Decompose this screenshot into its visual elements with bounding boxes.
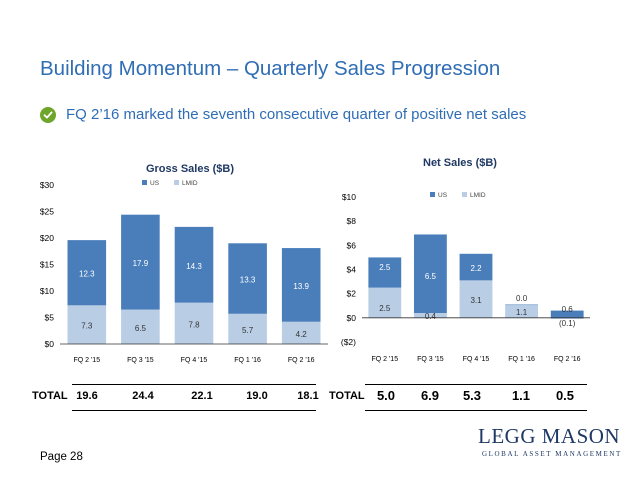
net-label-us: 0.0 — [516, 294, 528, 303]
net-bar-lmid — [550, 317, 584, 320]
gross-ytick-label: $15 — [40, 260, 54, 270]
net-totals-divider — [365, 384, 587, 385]
net-total-value: 6.9 — [420, 388, 440, 403]
gross-label-us: 17.9 — [133, 259, 149, 268]
bullet-point: FQ 2’16 marked the seventh consecutive q… — [40, 106, 526, 123]
gross-label-us: 13.3 — [240, 276, 256, 285]
gross-ytick-label: $5 — [45, 313, 55, 323]
net-bar-us — [459, 253, 493, 281]
page-title: Building Momentum – Quarterly Sales Prog… — [40, 57, 501, 80]
gross-bar-lmid — [281, 321, 321, 344]
gross-label-lmid: 7.3 — [81, 322, 93, 331]
gross-ytick-label: $10 — [40, 286, 54, 296]
gross-label-lmid: 6.5 — [135, 324, 147, 333]
gross-bar-us — [121, 214, 160, 310]
gross-label-us: 13.9 — [293, 282, 309, 291]
net-category-label: FQ 1 '16 — [508, 356, 535, 363]
net-total-value: 5.3 — [462, 388, 482, 403]
gross-legend-us: US — [150, 180, 160, 187]
net-ytick-label: $10 — [342, 192, 356, 202]
gross-bar-lmid — [228, 313, 267, 344]
gross-totals-underline — [72, 410, 316, 411]
gross-ytick-label: $0 — [45, 339, 55, 349]
gross-bar-us — [281, 248, 321, 322]
net-label-us: 6.5 — [425, 272, 437, 281]
gross-category-label: FQ 2 '15 — [73, 357, 100, 364]
net-legend-swatch-lmid — [462, 192, 467, 197]
logo-subtitle: GLOBAL ASSET MANAGEMENT — [482, 450, 622, 458]
gross-total-value: 19.6 — [76, 390, 98, 402]
gross-label-lmid: 4.2 — [296, 330, 308, 339]
net-legend-swatch-us — [430, 192, 435, 197]
gross-legend-swatch-lmid — [174, 180, 179, 185]
gross-ytick-label: $30 — [40, 180, 54, 190]
gross-bar-lmid — [174, 302, 214, 344]
net-bar-us — [550, 310, 584, 318]
page-number: Page 28 — [40, 451, 83, 463]
net-label-us: 0.6 — [562, 305, 574, 314]
net-legend-us: US — [438, 192, 448, 199]
net-totals-underline — [365, 410, 587, 411]
net-label-lmid: 2.5 — [379, 304, 391, 313]
net-category-label: FQ 2 '15 — [371, 356, 398, 363]
net-bar-us — [505, 304, 539, 306]
gross-label-lmid: 7.8 — [188, 320, 200, 329]
net-legend-lmid: LMID — [470, 192, 486, 199]
gross-category-label: FQ 2 '16 — [288, 357, 315, 364]
net-label-lmid: 3.1 — [470, 296, 482, 305]
net-totals-label: TOTAL — [329, 390, 365, 402]
net-category-label: FQ 4 '15 — [463, 356, 490, 363]
gross-label-us: 12.3 — [79, 270, 95, 279]
net-label-us: 2.5 — [379, 263, 391, 272]
net-sales-chart: ($2) $0 $2 $4 $6 $8 $10 US LMID 2.5 2.5 FQ 2 '15 0.4… — [341, 192, 590, 363]
gross-category-label: FQ 1 '16 — [234, 357, 261, 364]
gross-sales-chart: $0 $5 $10 $15 $20 $25 $30 US LMID 7.3 12.3 FQ 2 '15… — [40, 180, 328, 364]
net-label-lmid: 1.1 — [516, 308, 528, 317]
gross-chart-title: Gross Sales ($B) — [145, 163, 235, 175]
gross-total-value: 24.4 — [132, 390, 154, 402]
net-ytick-label: ($2) — [341, 337, 356, 347]
net-bar-lmid — [413, 313, 447, 318]
gross-legend-lmid: LMID — [182, 180, 198, 187]
gross-bar-lmid — [121, 309, 160, 344]
gross-category-label: FQ 3 '15 — [127, 357, 154, 364]
net-bar-us — [413, 234, 447, 313]
gross-totals-divider — [72, 384, 316, 385]
net-total-value: 1.1 — [511, 388, 531, 403]
gross-total-value: 22.1 — [191, 390, 213, 402]
legg-mason-logo: LEGG MASON — [478, 424, 621, 448]
checkmark-icon — [40, 106, 56, 123]
gross-ytick-label: $25 — [40, 207, 54, 217]
net-ytick-label: $2 — [347, 289, 357, 299]
net-ytick-label: $0 — [347, 313, 357, 323]
gross-bar-us — [174, 226, 214, 303]
gross-bar-us — [67, 240, 107, 306]
net-ytick-label: $8 — [347, 216, 357, 226]
net-label-us: 2.2 — [470, 264, 482, 273]
net-total-value: 5.0 — [376, 388, 396, 403]
bullet-text: FQ 2’16 marked the seventh consecutive q… — [66, 106, 527, 123]
gross-total-value: 19.0 — [246, 390, 268, 402]
net-label-lmid: 0.4 — [425, 312, 437, 321]
net-bar-lmid — [505, 304, 539, 318]
net-category-label: FQ 3 '15 — [417, 356, 444, 363]
gross-ytick-label: $20 — [40, 233, 54, 243]
net-bar-lmid — [459, 280, 493, 318]
gross-bar-us — [228, 243, 267, 314]
gross-bar-lmid — [67, 305, 107, 344]
net-chart-title: Net Sales ($B) — [423, 157, 497, 169]
net-bar-lmid — [368, 287, 402, 318]
net-category-label: FQ 2 '16 — [554, 356, 581, 363]
net-bar-us — [368, 257, 402, 288]
gross-legend-swatch-us — [142, 180, 147, 185]
net-label-lmid: (0.1) — [559, 319, 576, 328]
gross-label-us: 14.3 — [186, 262, 202, 271]
net-total-value: 0.5 — [555, 388, 575, 403]
net-ytick-label: $4 — [347, 265, 357, 275]
gross-label-lmid: 5.7 — [242, 326, 254, 335]
gross-totals-label: TOTAL — [32, 390, 68, 402]
gross-category-label: FQ 4 '15 — [181, 357, 208, 364]
gross-total-value: 18.1 — [297, 390, 319, 402]
net-ytick-label: $6 — [347, 240, 357, 250]
